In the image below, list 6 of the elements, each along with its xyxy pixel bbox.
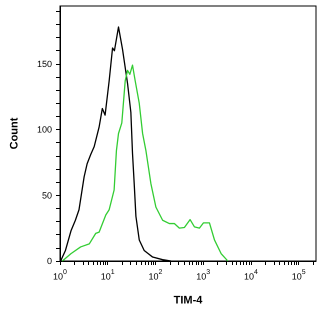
y-tick-label: 100 [36,124,52,135]
y-tick-label: 150 [36,58,52,69]
x-axis-title: TIM-4 [174,294,204,306]
y-axis-title: Count [8,117,20,150]
y-tick-label: 0 [46,256,52,266]
y-tick-label: 50 [42,190,52,200]
